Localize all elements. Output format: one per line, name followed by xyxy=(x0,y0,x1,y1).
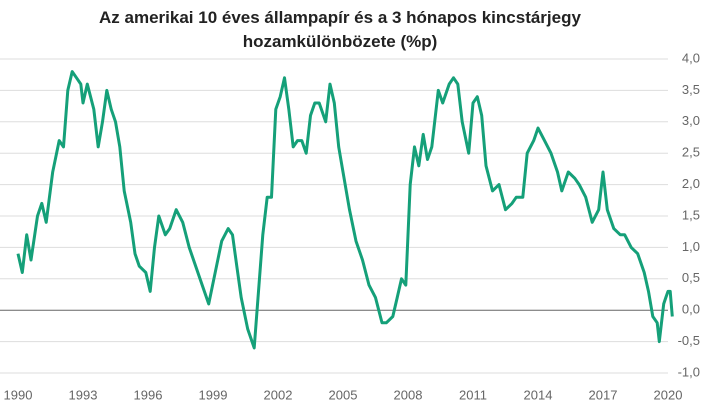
y-tick-label: 1,5 xyxy=(682,207,700,222)
y-tick-label: 0,5 xyxy=(682,270,700,285)
line xyxy=(16,70,674,350)
x-tick-label: 1990 xyxy=(4,387,33,402)
y-tick-label: 0,0 xyxy=(682,302,700,317)
x-tick-label: 2014 xyxy=(524,387,553,402)
x-tick-label: 2002 xyxy=(264,387,293,402)
x-tick-label: 2020 xyxy=(654,387,683,402)
x-tick-label: 2017 xyxy=(589,387,618,402)
y-tick-label: 1,0 xyxy=(682,239,700,254)
x-tick-label: 2011 xyxy=(459,387,487,402)
y-tick-label: 4,0 xyxy=(682,50,700,65)
x-tick-label: 2008 xyxy=(394,387,423,402)
x-tick-label: 2005 xyxy=(329,387,358,402)
x-tick-label: 1999 xyxy=(199,387,228,402)
y-tick-label: 3,0 xyxy=(682,113,700,128)
y-tick-label: 2,5 xyxy=(682,145,700,160)
x-tick-label: 1996 xyxy=(134,387,163,402)
y-tick-label: 3,5 xyxy=(682,82,700,97)
x-tick-label: 1993 xyxy=(69,387,98,402)
y-tick-label: -0,5 xyxy=(678,333,700,348)
chart-title: Az amerikai 10 éves állampapír és a 3 hó… xyxy=(99,8,581,51)
y-tick-label: 2,0 xyxy=(682,176,700,191)
y-tick-label: -1,0 xyxy=(678,364,700,379)
